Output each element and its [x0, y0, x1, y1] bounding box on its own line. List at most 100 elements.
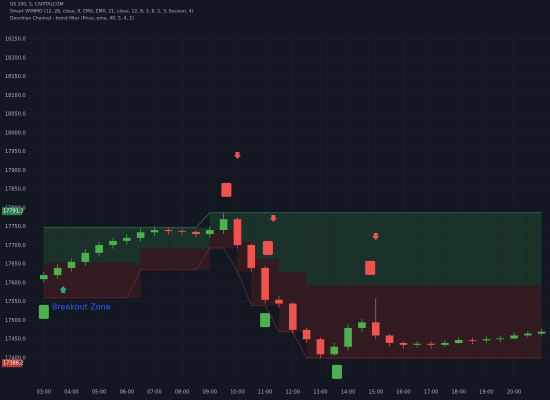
- channel-lower-fill: [375, 285, 390, 358]
- candle-body: [454, 339, 463, 343]
- price-label: 17386.2: [3, 361, 24, 367]
- x-tick-label: 03:00: [37, 390, 51, 396]
- channel-lower-fill: [527, 285, 542, 358]
- x-tick-label: 10:00: [230, 390, 244, 396]
- candle-body: [302, 329, 311, 340]
- candle-body: [53, 267, 62, 276]
- y-tick-label: 18250.0: [5, 37, 26, 43]
- channel-lower-fill: [126, 262, 141, 298]
- channel-lower-fill: [112, 262, 127, 298]
- sell-label: [365, 260, 376, 275]
- y-tick-label: 18000.0: [5, 130, 26, 136]
- candle-body: [205, 230, 214, 235]
- candle-body: [40, 275, 48, 280]
- buy-arrow: [59, 286, 67, 294]
- x-tick-label: 08:00: [175, 390, 189, 396]
- channel-upper-fill: [182, 227, 196, 249]
- x-tick-label: 07:00: [147, 390, 161, 396]
- channel-upper-fill: [168, 227, 183, 249]
- buy-label: [332, 364, 343, 379]
- buy-label: [38, 304, 49, 319]
- channel-upper-fill: [389, 212, 404, 286]
- legend-line: US 100, 5, CAPITALCOM: [10, 2, 64, 8]
- y-tick-label: 17450.0: [5, 337, 26, 343]
- channel-upper-fill: [154, 227, 169, 249]
- x-tick-label: 06:00: [120, 390, 134, 396]
- channel-lower-fill: [154, 248, 169, 270]
- channel-lower-fill: [182, 248, 196, 270]
- channel-upper-fill: [57, 227, 72, 263]
- sell-arrow: [372, 233, 380, 241]
- y-tick-label: 17650.0: [5, 262, 26, 268]
- legend-line: Smart VRMMO (12, 26, close, 9, EMA, EMA,…: [10, 9, 194, 15]
- candle-body: [178, 231, 186, 232]
- x-tick-label: 15:00: [369, 390, 383, 396]
- sell-arrow: [269, 215, 277, 223]
- y-tick-label: 17400.0: [5, 355, 26, 361]
- x-tick-label: 12:00: [286, 390, 300, 396]
- x-tick-label: 17:00: [424, 390, 438, 396]
- candle-body: [385, 335, 394, 343]
- candle-body: [233, 219, 242, 246]
- x-tick-label: 19:00: [479, 390, 493, 396]
- channel-lower-fill: [99, 262, 113, 298]
- y-tick-label: 17850.0: [5, 187, 26, 193]
- sell-label: [262, 241, 273, 256]
- channel-upper-fill: [375, 212, 390, 286]
- candle-body: [344, 327, 352, 347]
- candle-body: [164, 230, 173, 232]
- channel-upper-fill: [43, 227, 58, 263]
- y-tick-label: 17950.0: [5, 149, 26, 155]
- channel-lower-fill: [458, 285, 473, 358]
- channel-lower-fill: [444, 285, 459, 358]
- channel-upper-fill: [348, 212, 362, 286]
- price-label-box: [2, 359, 22, 368]
- channel-lower-fill: [486, 285, 501, 358]
- channel-lower-fill: [417, 285, 432, 358]
- channel-lower-fill: [500, 285, 515, 358]
- channel-upper-fill: [403, 212, 418, 286]
- candle-body: [399, 342, 408, 345]
- y-tick-label: 17900.0: [5, 168, 26, 174]
- x-tick-label: 04:00: [64, 390, 78, 396]
- candle-body: [371, 322, 380, 336]
- candle-body: [482, 339, 491, 341]
- candle-body: [288, 303, 297, 330]
- candle-body: [123, 237, 131, 241]
- candle-body: [468, 339, 477, 341]
- channel-lower-fill: [472, 285, 487, 358]
- y-tick-label: 17500.0: [5, 318, 26, 324]
- channel-lower-fill: [389, 285, 404, 358]
- channel-lower-fill: [71, 262, 86, 298]
- channel-upper-fill: [500, 212, 515, 286]
- candle-body: [261, 267, 269, 300]
- x-tick-label: 16:00: [396, 390, 410, 396]
- annotation: Breakout Zone: [52, 302, 111, 311]
- buy-label: [260, 313, 271, 328]
- channel-lower-fill: [361, 285, 376, 358]
- candle-body: [524, 333, 532, 336]
- candle-body: [95, 245, 103, 253]
- candle-body: [219, 219, 228, 231]
- y-tick-label: 18050.0: [5, 112, 26, 118]
- channel-upper-fill: [334, 212, 349, 286]
- candle-body: [496, 338, 505, 340]
- channel-upper-fill: [292, 212, 307, 273]
- sell-label: [221, 182, 232, 197]
- candle-body: [537, 331, 546, 334]
- channel-lower-fill: [348, 285, 362, 358]
- channel-upper-fill: [458, 212, 473, 286]
- channel-upper-fill: [112, 227, 127, 263]
- x-tick-label: 18:00: [452, 390, 466, 396]
- channel-upper-fill: [444, 212, 459, 286]
- x-tick-label: 14:00: [341, 390, 355, 396]
- candle-body: [67, 261, 76, 268]
- channel-lower-fill: [431, 285, 445, 358]
- channel-lower-fill: [85, 262, 100, 298]
- price-label: 17791.3: [3, 209, 24, 215]
- channel-lower-fill: [140, 248, 155, 270]
- channel-lower-fill: [168, 248, 183, 270]
- y-tick-label: 17600.0: [5, 280, 26, 286]
- channel-upper-fill: [320, 212, 335, 286]
